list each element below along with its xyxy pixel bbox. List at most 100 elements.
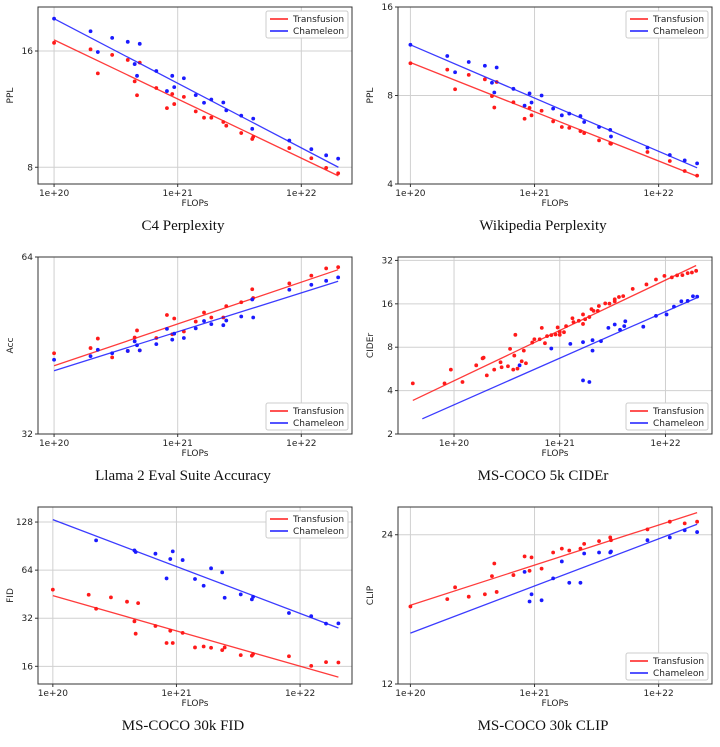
transfusion-data-point	[513, 332, 518, 337]
chameleon-data-point	[682, 158, 687, 163]
chameleon-data-point	[597, 550, 601, 555]
chameleon-data-point	[672, 304, 676, 309]
chameleon-data-point	[154, 342, 159, 347]
chameleon-data-point	[110, 351, 115, 356]
x-tick-label: 1e+20	[395, 689, 426, 699]
transfusion-data-point	[209, 115, 214, 120]
chameleon-data-point	[153, 551, 158, 556]
transfusion-data-point	[193, 645, 197, 650]
transfusion-data-point	[607, 301, 612, 306]
chameleon-data-point	[193, 577, 197, 581]
transfusion-data-point	[559, 125, 564, 129]
chameleon-data-point	[287, 138, 292, 143]
y-axis-label: PPL	[6, 88, 16, 104]
chameleon-data-point	[309, 282, 314, 287]
transfusion-data-point	[524, 361, 528, 366]
x-axis-label: FLOPs	[182, 449, 209, 459]
transfusion-data-point	[125, 58, 130, 62]
transfusion-data-point	[324, 660, 328, 665]
transfusion-data-point	[695, 173, 700, 178]
transfusion-data-point	[695, 519, 700, 524]
transfusion-data-point	[645, 150, 650, 154]
chart-mscoco-clip: 1e+20 1e+21 1e+22 12 24 FLOPs CLIP Transfusion C…	[360, 500, 720, 747]
transfusion-data-point	[511, 100, 516, 105]
transfusion-data-point	[136, 601, 141, 605]
legend-label: Transfusion	[292, 515, 344, 525]
x-tick-label: 1e+21	[161, 689, 191, 699]
y-tick-label: 4	[387, 387, 393, 397]
legend: Transfusion Chameleon	[265, 510, 349, 539]
legend-label: Chameleon	[293, 527, 344, 537]
transfusion-data-point	[239, 131, 244, 135]
chameleon-data-point	[482, 63, 487, 68]
transfusion-data-point	[597, 539, 601, 544]
chameleon-data-point	[578, 580, 583, 585]
transfusion-fit-line	[52, 595, 339, 678]
chameleon-data-point	[221, 100, 226, 105]
chameleon-data-point	[645, 538, 650, 543]
x-tick-label: 1e+20	[439, 439, 470, 449]
chart-svg: 1e+20 1e+21 1e+22 2 4 8 16 32 FLOPs CIDEr Transfus…	[366, 256, 713, 484]
chameleon-data-point	[88, 354, 93, 359]
chameleon-data-point	[695, 294, 700, 299]
chameleon-data-point	[125, 349, 130, 353]
transfusion-data-point	[539, 566, 544, 571]
chameleon-data-point	[170, 73, 175, 78]
chameleon-data-point	[172, 85, 177, 90]
chart-svg: 1e+20 1e+21 1e+22 32 64 FLOPs Acc Transfusion Ch…	[6, 253, 353, 484]
transfusion-data-point	[222, 645, 227, 650]
transfusion-fit-line	[410, 511, 698, 606]
y-tick-label: 2	[387, 430, 393, 440]
transfusion-data-point	[654, 277, 658, 282]
chameleon-data-point	[494, 65, 499, 70]
transfusion-data-point	[511, 367, 516, 372]
plot-frame	[37, 506, 353, 685]
chameleon-data-point	[582, 551, 587, 556]
plot-frame	[397, 256, 713, 435]
chameleon-data-point	[170, 549, 175, 554]
chameleon-data-point	[608, 128, 613, 132]
chameleon-data-point	[193, 93, 198, 98]
transfusion-data-point	[336, 660, 341, 665]
transfusion-data-point	[224, 304, 229, 309]
chameleon-data-point	[695, 530, 700, 534]
chart-svg: 1e+20 1e+21 1e+22 8 16 FLOPs PPL Transfusion Cha…	[6, 6, 353, 234]
chameleon-data-point	[201, 583, 206, 588]
chameleon-fit-line	[53, 18, 339, 168]
chameleon-data-point	[527, 599, 532, 604]
transfusion-data-point	[164, 641, 169, 645]
transfusion-fit-line	[53, 39, 339, 177]
chameleon-data-point	[164, 576, 169, 581]
y-tick-label: 12	[382, 680, 393, 690]
transfusion-data-point	[529, 113, 534, 118]
chameleon-fit-line	[422, 297, 698, 420]
plot-frame	[397, 6, 713, 185]
legend: Transfusion Chameleon	[265, 10, 349, 39]
legend-label: Transfusion	[292, 407, 344, 417]
legend-label: Transfusion	[652, 407, 704, 417]
transfusion-data-point	[519, 359, 524, 364]
legend-label: Chameleon	[653, 419, 704, 429]
transfusion-data-point	[582, 542, 587, 546]
chameleon-data-point	[492, 90, 497, 95]
chameleon-data-point	[52, 16, 56, 21]
x-tick-label: 1e+22	[643, 689, 673, 699]
transfusion-data-point	[492, 105, 497, 110]
transfusion-data-point	[165, 313, 169, 317]
transfusion-data-point	[559, 546, 564, 551]
legend: Transfusion Chameleon	[625, 402, 709, 431]
chart-llama2-accuracy: 1e+20 1e+21 1e+22 32 64 FLOPs Acc Transfusion Ch…	[0, 250, 360, 497]
chameleon-data-point	[567, 580, 572, 585]
chameleon-data-point	[94, 538, 99, 543]
chameleon-data-point	[250, 126, 255, 131]
chameleon-data-point	[664, 312, 669, 317]
transfusion-data-point	[453, 585, 457, 590]
x-tick-label: 1e+21	[519, 189, 549, 199]
chameleon-data-point	[597, 125, 601, 129]
transfusion-data-point	[508, 346, 512, 351]
transfusion-data-point	[170, 92, 175, 96]
transfusion-data-point	[482, 77, 487, 82]
chameleon-data-point	[581, 340, 585, 345]
legend-label: Transfusion	[292, 15, 344, 25]
chameleon-data-point	[202, 100, 206, 105]
